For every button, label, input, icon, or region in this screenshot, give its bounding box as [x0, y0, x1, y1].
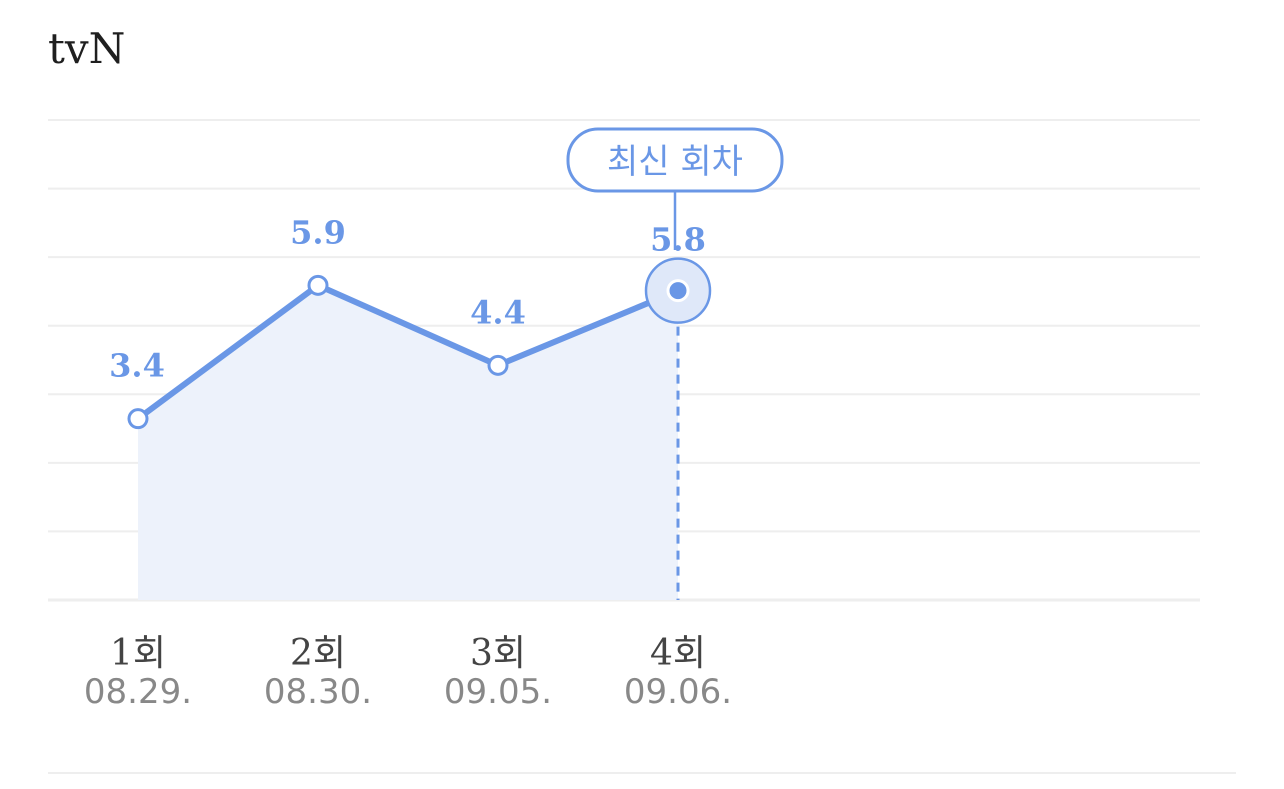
callout-box — [566, 127, 784, 193]
latest-episode-callout: 최신 회차 — [566, 127, 784, 250]
series-line — [135, 282, 681, 422]
callout-text: 최신 회차 — [607, 142, 743, 182]
area-fill — [138, 285, 678, 600]
x-label-episode: 3회 — [469, 633, 527, 674]
data-point — [127, 408, 149, 430]
value-label: 3.4 — [109, 347, 165, 385]
value-label: 5.8 — [650, 221, 706, 259]
value-label: 4.4 — [470, 293, 526, 331]
data-point — [487, 354, 509, 376]
x-label-date: 08.29. — [83, 672, 193, 712]
x-label-date: 09.05. — [443, 672, 553, 712]
x-label-episode: 2회 — [289, 633, 347, 674]
x-label-date: 08.30. — [263, 672, 373, 712]
x-label-episode: 1회 — [109, 633, 167, 674]
data-point — [307, 274, 329, 296]
value-label: 5.9 — [290, 213, 346, 251]
x-label-episode: 4회 — [649, 633, 707, 674]
bottom-divider — [48, 772, 1236, 774]
channel-title: tvN — [48, 24, 126, 73]
x-label-date: 09.06. — [623, 672, 733, 712]
data-point-latest — [666, 279, 690, 303]
